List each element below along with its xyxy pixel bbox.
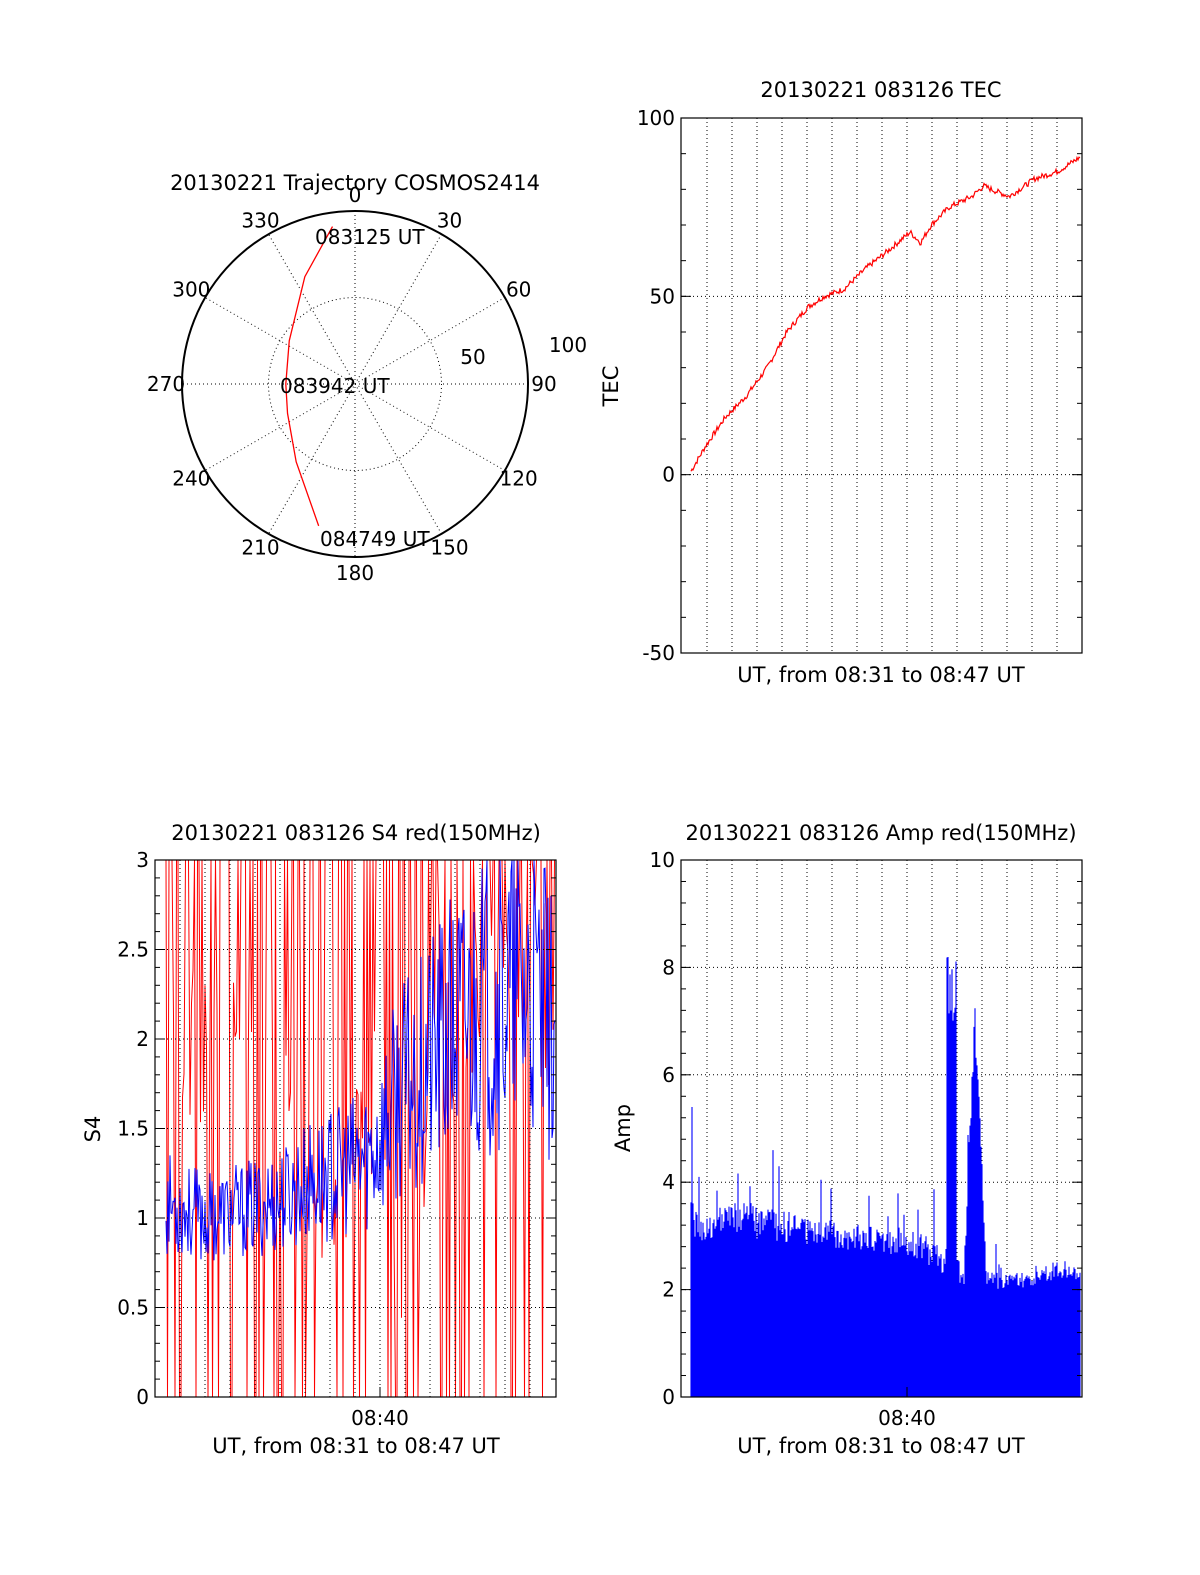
azimuth-tick-label: 300 <box>172 278 210 302</box>
radius-tick-label: 100 <box>549 333 587 357</box>
azimuth-tick-label: 330 <box>241 208 279 232</box>
trajectory-start-label: 083125 UT <box>315 225 425 249</box>
azimuth-tick-label: 180 <box>336 561 374 585</box>
amp-xlabel: UT, from 08:31 to 08:47 UT <box>737 1434 1025 1458</box>
azimuth-tick-label: 120 <box>500 467 538 491</box>
s4-panel: 20130221 083126 S4 red(150MHz) 3 2.5 2 1.5 1… <box>81 821 557 1458</box>
amp-title: 20130221 083126 Amp red(150MHz) <box>685 821 1076 845</box>
radius-tick-label: 50 <box>460 345 485 369</box>
s4-xlabel: UT, from 08:31 to 08:47 UT <box>212 1434 500 1458</box>
s4-ytick-label: 1 <box>136 1206 149 1230</box>
amp-ytick-label: 8 <box>662 955 675 979</box>
azimuth-tick-label: 0 <box>349 183 362 207</box>
tec-panel: 20130221 083126 TEC 100 50 0 -50 UT, from 0… <box>599 78 1083 687</box>
s4-blue-series-line <box>165 859 556 1261</box>
s4-title: 20130221 083126 S4 red(150MHz) <box>171 821 541 845</box>
trajectory-end-label: 084749 UT <box>320 527 430 551</box>
azimuth-tick-label: 60 <box>506 278 531 302</box>
azimuth-tick-label: 30 <box>437 208 462 232</box>
amp-xtick-label: 08:40 <box>878 1406 936 1430</box>
amp-ytick-label: 4 <box>662 1170 675 1194</box>
amp-ylabel: Amp <box>611 1104 635 1152</box>
tec-ytick-label: 100 <box>637 106 675 130</box>
azimuth-tick-label: 90 <box>531 372 556 396</box>
s4-frame <box>154 859 557 1398</box>
azimuth-tick-label: 240 <box>172 467 210 491</box>
s4-xtick-label: 08:40 <box>351 1406 409 1430</box>
s4-ytick-label: 2.5 <box>117 938 149 962</box>
trajectory-line <box>285 226 334 527</box>
s4-ytick-label: 2 <box>136 1027 149 1051</box>
amp-series-bars <box>690 957 1081 1397</box>
tec-ytick-label: 50 <box>650 284 675 308</box>
amp-frame <box>680 859 1083 1398</box>
s4-ytick-label: 0 <box>136 1385 149 1409</box>
azimuth-tick-label: 150 <box>430 536 468 560</box>
amp-ytick-label: 2 <box>662 1278 675 1302</box>
tec-ytick-label: -50 <box>642 641 675 665</box>
tec-series-line <box>690 155 1081 472</box>
s4-ytick-label: 3 <box>136 848 149 872</box>
polar-gridline-circle <box>268 297 442 471</box>
s4-ylabel: S4 <box>81 1116 105 1143</box>
trajectory-mid-label: 083942 UT <box>280 374 390 398</box>
tec-ytick-label: 0 <box>662 463 675 487</box>
s4-ytick-label: 0.5 <box>117 1296 149 1320</box>
tec-ylabel: TEC <box>599 366 623 408</box>
amp-panel: 20130221 083126 Amp red(150MHz) 10 8 6 4 2 0 0… <box>611 821 1083 1458</box>
tec-title: 20130221 083126 TEC <box>760 78 1001 102</box>
s4-red-series-line <box>165 859 555 1398</box>
tec-frame <box>680 117 1083 654</box>
polar-gridline-spoke <box>268 233 442 535</box>
trajectory-title: 20130221 Trajectory COSMOS2414 <box>170 171 540 195</box>
amp-ytick-label: 0 <box>662 1385 675 1409</box>
azimuth-tick-label: 270 <box>147 372 185 396</box>
azimuth-tick-label: 210 <box>241 536 279 560</box>
amp-ytick-label: 6 <box>662 1063 675 1087</box>
s4-ytick-label: 1.5 <box>117 1117 149 1141</box>
tec-xlabel: UT, from 08:31 to 08:47 UT <box>737 663 1025 687</box>
trajectory-polar-panel: 20130221 Trajectory COSMOS2414 0 30 60 90 12… <box>147 171 587 585</box>
amp-ytick-label: 10 <box>650 848 675 872</box>
